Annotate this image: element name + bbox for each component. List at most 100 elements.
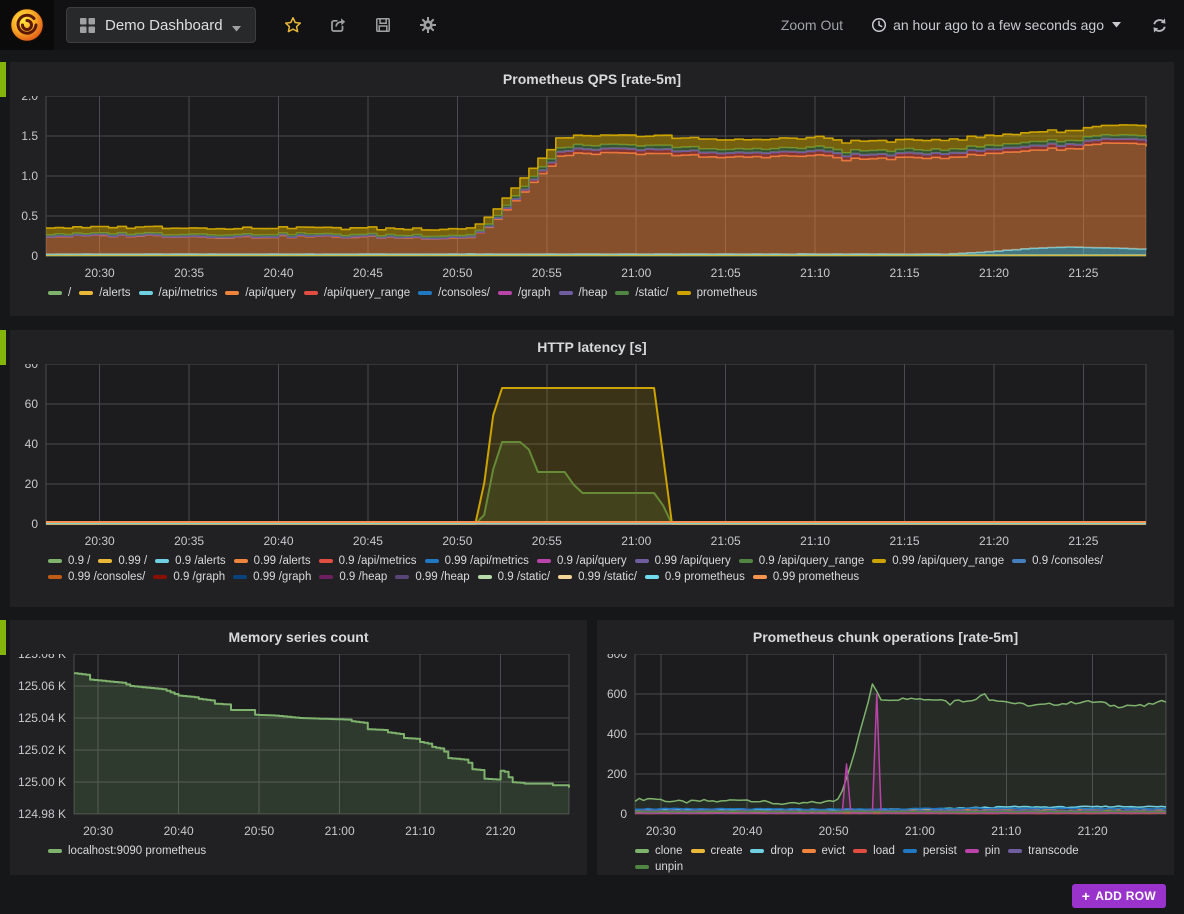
legend-item-0.9 /api/query[interactable]: 0.9 /api/query: [536, 555, 627, 567]
star-button[interactable]: [284, 16, 302, 34]
legend-item-prometheus[interactable]: prometheus: [676, 287, 758, 299]
legend-label: /graph: [517, 287, 551, 299]
grafana-logo[interactable]: [0, 0, 54, 50]
legend-item-0.9 /static/[interactable]: 0.9 /static/: [477, 571, 550, 583]
legend-item-0.9 /alerts[interactable]: 0.9 /alerts: [155, 555, 226, 567]
legend-item-/api/query_range[interactable]: /api/query_range: [303, 287, 410, 299]
legend-item-0.9 /consoles/[interactable]: 0.9 /consoles/: [1012, 555, 1103, 567]
legend-item-create[interactable]: create: [690, 845, 742, 857]
legend-item-0.9 /graph[interactable]: 0.9 /graph: [153, 571, 225, 583]
clock-icon: [871, 17, 887, 33]
legend-item-/consoles/[interactable]: /consoles/: [418, 287, 490, 299]
legend-label: transcode: [1028, 845, 1079, 857]
legend-item-0.99 /alerts[interactable]: 0.99 /alerts: [233, 555, 311, 567]
legend-swatch: [644, 575, 659, 579]
legend-item-0.9 /api/query_range[interactable]: 0.9 /api/query_range: [738, 555, 864, 567]
legend-item-/graph[interactable]: /graph: [497, 287, 551, 299]
legend-item-drop[interactable]: drop: [750, 845, 794, 857]
panel-title[interactable]: Memory series count: [228, 629, 369, 645]
legend-item-/static/[interactable]: /static/: [615, 287, 669, 299]
legend-label: 0.99 /heap: [415, 571, 470, 583]
legend-item-0.99 prometheus[interactable]: 0.99 prometheus: [752, 571, 859, 583]
dashboard-actions: [284, 16, 464, 34]
row-toggle-tab[interactable]: [0, 330, 6, 365]
legend-swatch: [690, 849, 705, 853]
refresh-button[interactable]: [1150, 16, 1168, 34]
legend-swatch: [233, 575, 248, 579]
legend-label: drop: [770, 845, 794, 857]
x-tick-label: 20:35: [174, 534, 204, 548]
add-row-button[interactable]: + ADD ROW: [1071, 884, 1166, 908]
add-row-bar: + ADD ROW: [10, 884, 1174, 908]
share-button[interactable]: [329, 16, 347, 34]
legend-item-0.99 /[interactable]: 0.99 /: [98, 555, 147, 567]
nav-right: Zoom Out an hour ago to a few seconds ag…: [781, 16, 1184, 34]
legend-item-0.99 /consoles/[interactable]: 0.99 /consoles/: [48, 571, 145, 583]
zoom-out-button[interactable]: Zoom Out: [780, 17, 844, 33]
row-toggle-tab[interactable]: [0, 620, 6, 655]
legend-item-transcode[interactable]: transcode: [1008, 845, 1079, 857]
gear-icon: [419, 17, 436, 33]
y-tick-label: 2.0: [21, 96, 38, 103]
legend-label: pin: [984, 845, 1001, 857]
legend-item-0.99 /api/metrics[interactable]: 0.99 /api/metrics: [424, 555, 529, 567]
legend-item-0.99 /api/query[interactable]: 0.99 /api/query: [634, 555, 731, 567]
x-tick-label: 21:10: [800, 266, 830, 280]
legend-item-/api/query[interactable]: /api/query: [225, 287, 296, 299]
legend-label: /: [68, 287, 72, 299]
x-tick-label: 21:20: [1078, 824, 1108, 838]
row-toggle-tab[interactable]: [0, 62, 6, 97]
legend-label: 0.99 /graph: [253, 571, 312, 583]
y-tick-label: 80: [25, 364, 39, 371]
panel-title[interactable]: HTTP latency [s]: [537, 339, 647, 355]
y-tick-label: 800: [607, 654, 627, 661]
legend-item-evict[interactable]: evict: [801, 845, 845, 857]
dashboard-dropdown-button[interactable]: Demo Dashboard: [66, 7, 256, 43]
panel-title[interactable]: Prometheus chunk operations [rate-5m]: [752, 629, 1019, 645]
panel-title[interactable]: Prometheus QPS [rate-5m]: [502, 71, 682, 87]
legend-item-/alerts[interactable]: /alerts: [79, 287, 131, 299]
graph-memory-series-count[interactable]: 20:30 20:40 20:50 21:00 21:10 21:20 124.98 K 12…: [10, 654, 587, 844]
graph-chunk-operations[interactable]: 20:30 20:40 20:50 21:00 21:10 21:20 0 200 400 600…: [597, 654, 1174, 844]
legend-item-/heap[interactable]: /heap: [558, 287, 607, 299]
legend-label: prometheus: [696, 287, 758, 299]
legend-item-0.9 /heap[interactable]: 0.9 /heap: [319, 571, 387, 583]
legend: / /alerts/api/metrics/api/query/api/query…: [10, 286, 1174, 302]
legend-item-unpin[interactable]: unpin: [635, 861, 683, 873]
legend-item-pin[interactable]: pin: [964, 845, 1001, 857]
legend-swatch: [635, 865, 649, 869]
legend-item-persist[interactable]: persist: [902, 845, 957, 857]
y-tick-label: 125.04 K: [18, 711, 66, 725]
x-tick-label: 21:00: [621, 266, 651, 280]
legend-item-0.99 /heap[interactable]: 0.99 /heap: [395, 571, 470, 583]
legend-item-0.99 /api/query_range[interactable]: 0.99 /api/query_range: [872, 555, 1004, 567]
series-fill-/api/query_range: [46, 138, 1146, 239]
x-tick-label: 20:55: [532, 266, 562, 280]
legend: 0.9 / 0.99 / 0.9 /alerts 0.99 /alerts 0.9 /a…: [10, 554, 1174, 586]
legend-item-/api/metrics[interactable]: /api/metrics: [138, 287, 217, 299]
legend-item-0.9 /[interactable]: 0.9 /: [48, 555, 90, 567]
legend-item-0.99 /static/[interactable]: 0.99 /static/: [558, 571, 637, 583]
x-tick-label: 20:45: [353, 266, 383, 280]
legend-swatch: [558, 575, 573, 579]
legend-item-0.9 /api/metrics[interactable]: 0.9 /api/metrics: [318, 555, 417, 567]
legend-swatch: [752, 575, 767, 579]
legend-swatch: [153, 575, 168, 579]
graph-prometheus-qps[interactable]: 20:30 20:35 20:40 20:45 20:50 20:55 21:00 21:05…: [10, 96, 1174, 286]
time-picker-button[interactable]: an hour ago to a few seconds ago: [871, 17, 1122, 33]
legend-item-0.99 /graph[interactable]: 0.99 /graph: [233, 571, 311, 583]
legend-item-0.9 prometheus[interactable]: 0.9 prometheus: [644, 571, 745, 583]
legend-swatch: [48, 849, 62, 853]
legend-item-clone[interactable]: clone: [635, 845, 683, 857]
legend-swatch: [1012, 559, 1027, 563]
legend-item-localhost:9090 prometheus[interactable]: localhost:9090 prometheus: [48, 845, 206, 857]
legend-item-load[interactable]: load: [853, 845, 895, 857]
x-tick-label: 20:40: [732, 824, 762, 838]
legend-item-/[interactable]: /: [48, 287, 71, 299]
legend-swatch: [635, 849, 649, 853]
graph-http-latency[interactable]: 20:30 20:35 20:40 20:45 20:50 20:55 21:00 21:05…: [10, 364, 1174, 554]
x-tick-label: 21:05: [711, 534, 741, 548]
settings-button[interactable]: [419, 16, 437, 34]
x-tick-label: 21:15: [890, 534, 920, 548]
save-button[interactable]: [374, 16, 392, 34]
